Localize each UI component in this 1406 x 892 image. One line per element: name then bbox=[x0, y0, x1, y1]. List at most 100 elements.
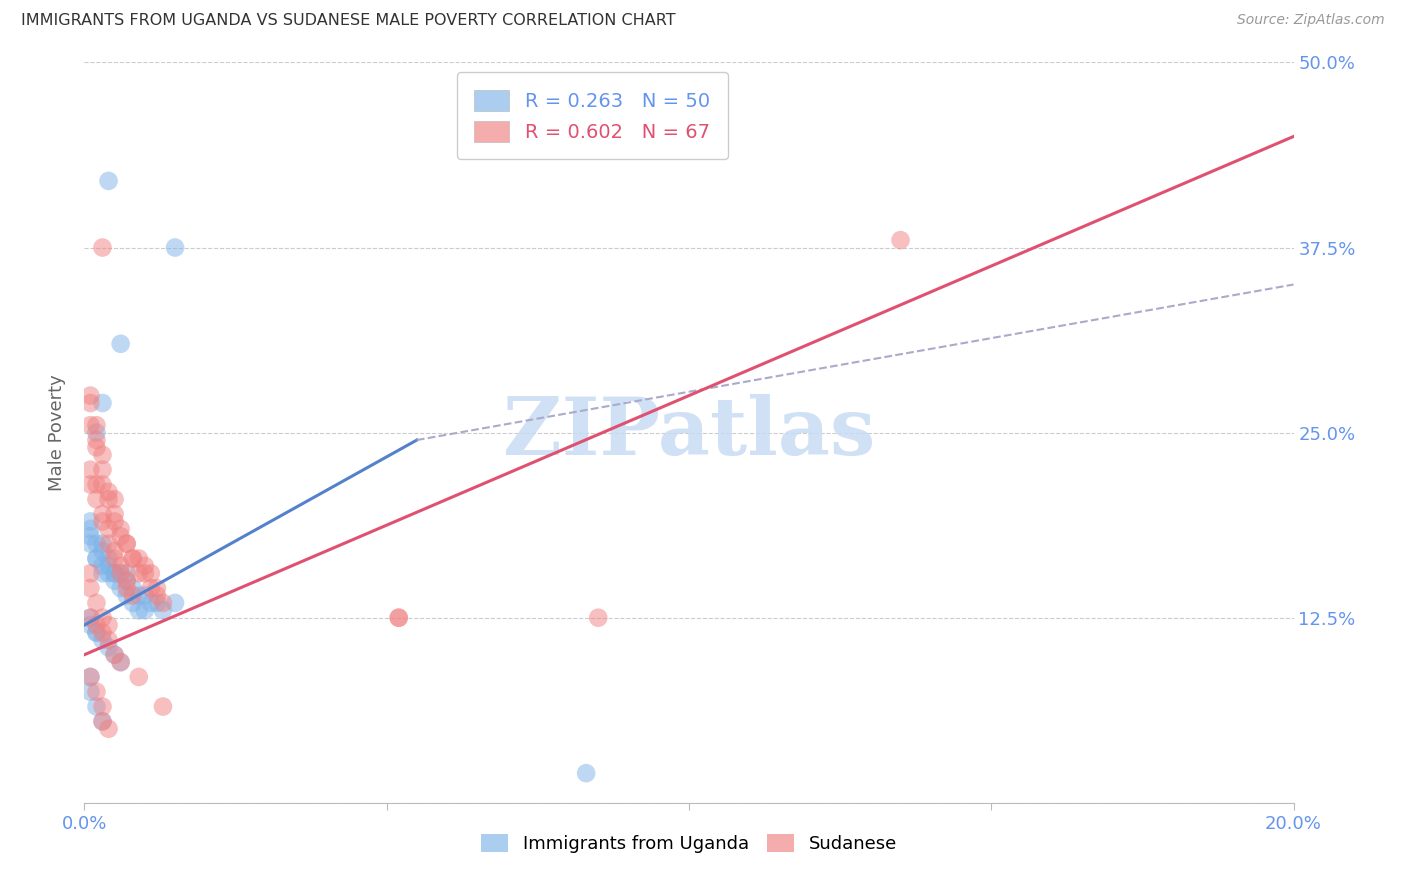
Point bbox=[110, 566, 132, 581]
Point bbox=[146, 581, 169, 595]
Point bbox=[104, 648, 127, 662]
Point bbox=[104, 492, 127, 507]
Point bbox=[79, 685, 101, 699]
Point bbox=[79, 522, 101, 536]
Point bbox=[91, 558, 114, 573]
Point bbox=[152, 603, 174, 617]
Point bbox=[86, 551, 108, 566]
Point bbox=[97, 722, 120, 736]
Point bbox=[91, 566, 114, 581]
Point bbox=[86, 625, 108, 640]
Point bbox=[104, 507, 127, 521]
Point bbox=[79, 396, 101, 410]
Point bbox=[104, 566, 127, 581]
Point bbox=[91, 536, 114, 550]
Point bbox=[91, 625, 114, 640]
Point bbox=[91, 714, 114, 729]
Point bbox=[115, 536, 138, 550]
Point bbox=[86, 492, 108, 507]
Point bbox=[152, 596, 174, 610]
Point bbox=[79, 670, 101, 684]
Point bbox=[91, 462, 114, 476]
Point bbox=[152, 699, 174, 714]
Point bbox=[86, 477, 108, 491]
Point bbox=[79, 536, 101, 550]
Point bbox=[79, 388, 101, 402]
Point bbox=[79, 618, 101, 632]
Point bbox=[79, 610, 101, 624]
Point bbox=[165, 596, 187, 610]
Point bbox=[115, 574, 138, 588]
Point bbox=[128, 670, 150, 684]
Point bbox=[91, 544, 114, 558]
Point bbox=[134, 603, 156, 617]
Point bbox=[134, 589, 156, 603]
Point bbox=[588, 610, 610, 624]
Point bbox=[79, 477, 101, 491]
Point bbox=[104, 648, 127, 662]
Point bbox=[104, 574, 127, 588]
Point bbox=[121, 596, 143, 610]
Point bbox=[128, 551, 150, 566]
Point bbox=[86, 536, 108, 550]
Point bbox=[115, 589, 138, 603]
Text: Source: ZipAtlas.com: Source: ZipAtlas.com bbox=[1237, 13, 1385, 28]
Point bbox=[86, 699, 108, 714]
Point bbox=[86, 625, 108, 640]
Point bbox=[104, 515, 127, 529]
Point bbox=[388, 610, 411, 624]
Point bbox=[86, 551, 108, 566]
Point bbox=[97, 492, 120, 507]
Point bbox=[86, 441, 108, 455]
Point bbox=[388, 610, 411, 624]
Point bbox=[110, 655, 132, 669]
Point bbox=[97, 618, 120, 632]
Point bbox=[110, 655, 132, 669]
Point bbox=[91, 610, 114, 624]
Point bbox=[97, 640, 120, 655]
Point bbox=[86, 618, 108, 632]
Point bbox=[110, 522, 132, 536]
Point bbox=[110, 529, 132, 543]
Point bbox=[91, 699, 114, 714]
Point bbox=[115, 581, 138, 595]
Point bbox=[79, 610, 101, 624]
Point bbox=[110, 558, 132, 573]
Point bbox=[139, 581, 162, 595]
Point bbox=[79, 418, 101, 433]
Point bbox=[134, 566, 156, 581]
Point bbox=[146, 589, 169, 603]
Point bbox=[139, 596, 162, 610]
Point bbox=[91, 507, 114, 521]
Point bbox=[97, 174, 120, 188]
Point bbox=[79, 581, 101, 595]
Point bbox=[79, 529, 101, 543]
Point bbox=[121, 551, 143, 566]
Point bbox=[91, 396, 114, 410]
Point bbox=[91, 448, 114, 462]
Point bbox=[86, 596, 108, 610]
Point bbox=[575, 766, 598, 780]
Point bbox=[97, 566, 120, 581]
Point bbox=[134, 558, 156, 573]
Y-axis label: Male Poverty: Male Poverty bbox=[48, 375, 66, 491]
Point bbox=[86, 425, 108, 440]
Point bbox=[104, 566, 127, 581]
Point bbox=[91, 515, 114, 529]
Point bbox=[97, 551, 120, 566]
Point bbox=[121, 581, 143, 595]
Point bbox=[115, 566, 138, 581]
Point bbox=[139, 566, 162, 581]
Point bbox=[86, 685, 108, 699]
Point bbox=[79, 670, 101, 684]
Point bbox=[86, 418, 108, 433]
Text: IMMIGRANTS FROM UGANDA VS SUDANESE MALE POVERTY CORRELATION CHART: IMMIGRANTS FROM UGANDA VS SUDANESE MALE … bbox=[21, 13, 676, 29]
Legend: Immigrants from Uganda, Sudanese: Immigrants from Uganda, Sudanese bbox=[474, 827, 904, 861]
Point bbox=[128, 566, 150, 581]
Point bbox=[91, 240, 114, 255]
Point bbox=[91, 632, 114, 647]
Point bbox=[86, 433, 108, 447]
Point bbox=[110, 581, 132, 595]
Point bbox=[110, 336, 132, 351]
Point bbox=[110, 566, 132, 581]
